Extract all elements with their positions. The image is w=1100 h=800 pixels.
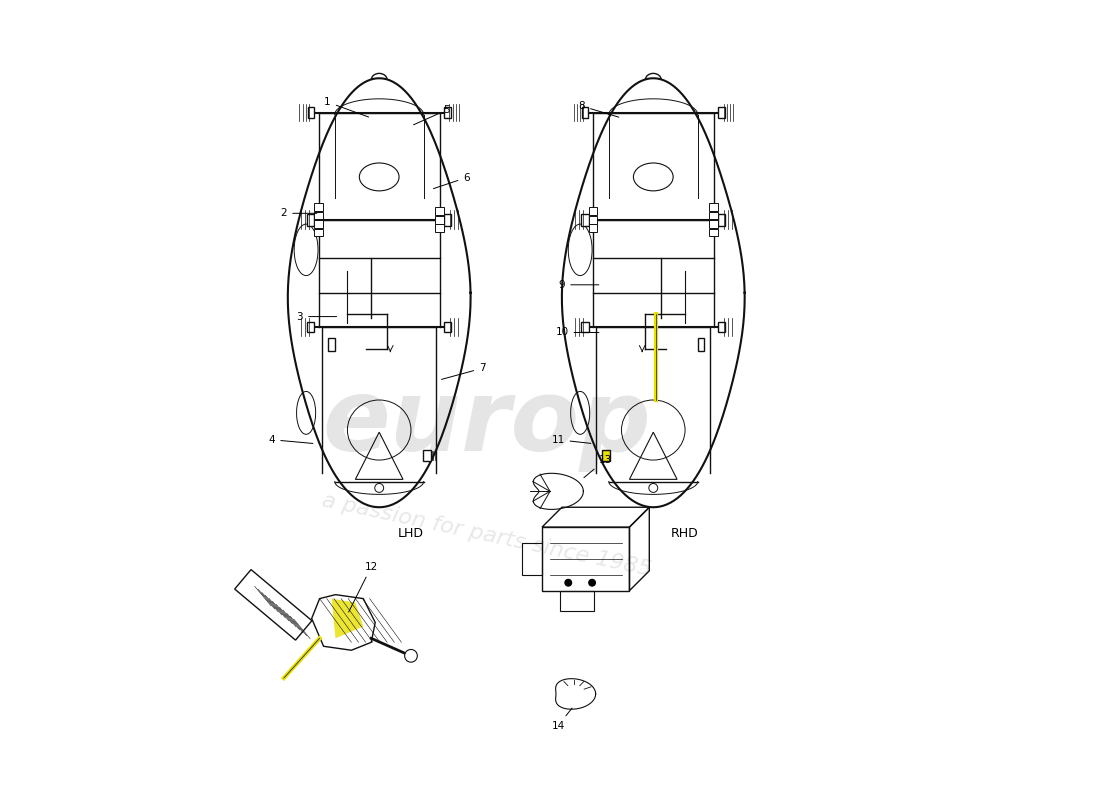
Bar bbox=[315, 212, 323, 219]
Text: LHD: LHD bbox=[398, 527, 424, 540]
Bar bbox=[308, 107, 315, 118]
Bar bbox=[436, 225, 444, 232]
Text: 4: 4 bbox=[268, 434, 312, 445]
Bar bbox=[697, 338, 704, 350]
Bar bbox=[315, 203, 323, 211]
Text: 7: 7 bbox=[441, 363, 486, 379]
Bar bbox=[588, 216, 597, 224]
Bar bbox=[307, 322, 315, 333]
Text: 9: 9 bbox=[559, 280, 598, 290]
Bar bbox=[718, 214, 725, 226]
Text: 11: 11 bbox=[551, 434, 591, 445]
Bar bbox=[422, 450, 431, 461]
Circle shape bbox=[588, 578, 596, 586]
Bar bbox=[436, 207, 444, 215]
Bar bbox=[444, 214, 451, 226]
Bar bbox=[718, 322, 725, 333]
Text: 6: 6 bbox=[433, 173, 470, 189]
Text: 3: 3 bbox=[296, 311, 337, 322]
Polygon shape bbox=[331, 598, 363, 638]
Bar bbox=[315, 220, 323, 228]
Bar bbox=[582, 214, 588, 226]
Bar bbox=[718, 107, 725, 118]
Text: 14: 14 bbox=[551, 708, 572, 730]
Text: RHD: RHD bbox=[671, 527, 698, 540]
Text: 2: 2 bbox=[280, 208, 317, 218]
Text: europ: europ bbox=[322, 375, 651, 472]
Bar bbox=[602, 450, 609, 461]
Bar bbox=[710, 203, 718, 211]
Bar bbox=[436, 216, 444, 224]
Text: 10: 10 bbox=[556, 327, 598, 338]
Bar bbox=[329, 338, 334, 350]
Text: 8: 8 bbox=[579, 101, 619, 117]
Bar bbox=[710, 220, 718, 228]
Text: 5: 5 bbox=[414, 105, 450, 125]
Bar bbox=[582, 107, 588, 118]
Bar bbox=[710, 212, 718, 219]
Bar bbox=[542, 527, 629, 590]
Bar bbox=[444, 322, 451, 333]
Bar bbox=[522, 543, 542, 574]
Bar bbox=[444, 107, 451, 118]
Text: 13: 13 bbox=[584, 454, 613, 478]
Text: a passion for parts since 1985: a passion for parts since 1985 bbox=[320, 490, 653, 580]
Bar bbox=[588, 225, 597, 232]
Circle shape bbox=[405, 650, 417, 662]
Bar bbox=[710, 229, 718, 237]
Circle shape bbox=[564, 578, 572, 586]
Text: 1: 1 bbox=[324, 97, 369, 117]
Text: 12: 12 bbox=[349, 562, 378, 612]
Bar bbox=[588, 207, 597, 215]
Bar bbox=[560, 590, 594, 610]
Bar bbox=[307, 214, 315, 226]
Bar bbox=[582, 322, 588, 333]
Bar bbox=[315, 229, 323, 237]
